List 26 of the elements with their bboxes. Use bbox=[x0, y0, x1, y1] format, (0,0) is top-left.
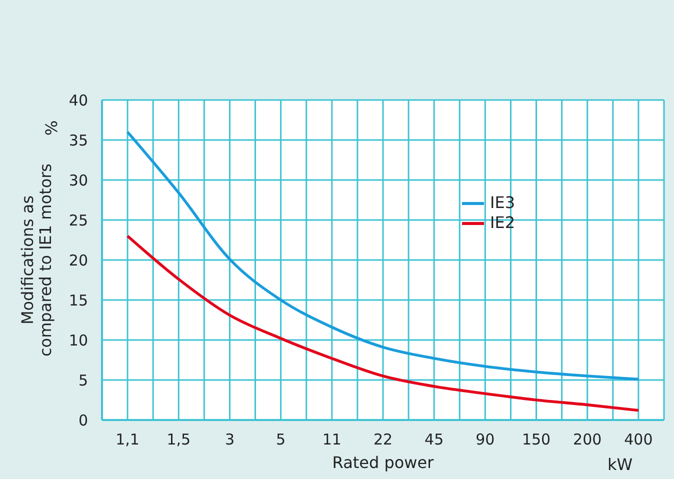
y-tick-label: 10 bbox=[68, 331, 88, 350]
x-tick-label: 150 bbox=[522, 430, 551, 449]
y-tick-label: 0 bbox=[78, 411, 88, 430]
y-tick-label: 25 bbox=[68, 211, 88, 230]
x-axis-title: Rated power bbox=[332, 453, 434, 472]
x-tick-label: 45 bbox=[424, 430, 444, 449]
y-tick-label: 40 bbox=[68, 91, 88, 110]
line-series bbox=[126, 234, 640, 412]
x-tick-label: 1,5 bbox=[166, 430, 191, 449]
y-tick-label: 15 bbox=[68, 291, 88, 310]
x-tick-label: 1,1 bbox=[116, 430, 140, 449]
x-tick-label: 5 bbox=[276, 430, 286, 449]
x-tick-label: 3 bbox=[224, 430, 234, 449]
y-tick-label: 20 bbox=[68, 251, 88, 270]
y-axis-title: Modifications as compared to IE1 motors bbox=[18, 163, 55, 357]
x-tick-label: 22 bbox=[373, 430, 393, 449]
y-tick-label: 35 bbox=[68, 131, 88, 150]
line-series bbox=[126, 130, 640, 381]
text: kW bbox=[607, 455, 633, 474]
x-tick-label: 200 bbox=[573, 430, 602, 449]
y-tick-label: 30 bbox=[68, 171, 88, 190]
text: % bbox=[42, 120, 61, 136]
x-tick-label: 90 bbox=[476, 430, 495, 449]
y-tick-label: 5 bbox=[78, 371, 88, 390]
x-tick-label: 400 bbox=[624, 430, 653, 449]
x-tick-label: 11 bbox=[322, 430, 342, 449]
